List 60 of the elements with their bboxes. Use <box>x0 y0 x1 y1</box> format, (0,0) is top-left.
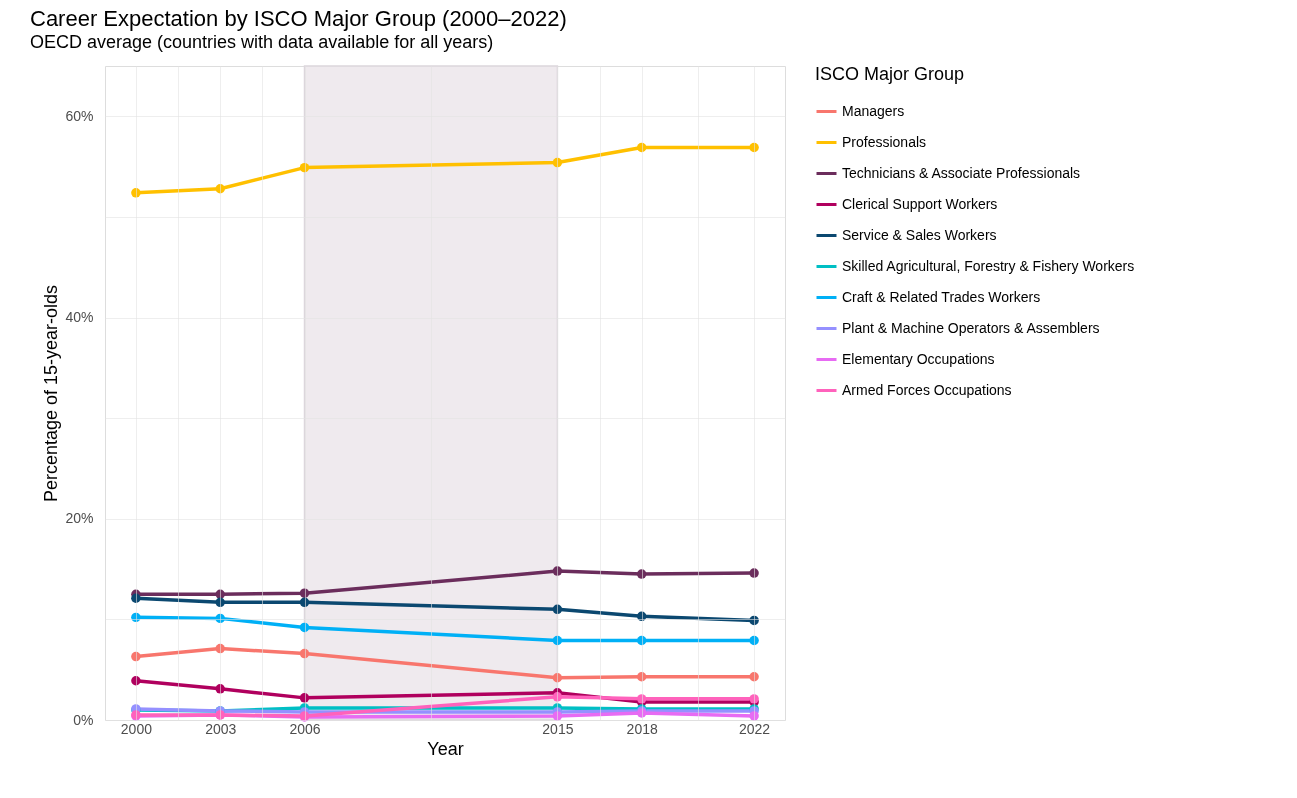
point <box>749 672 759 682</box>
point <box>299 597 310 608</box>
legend-label: Technicians & Associate Professionals <box>842 164 1081 181</box>
point <box>636 569 647 579</box>
legend-label: Professionals <box>842 133 927 150</box>
point <box>552 604 563 615</box>
point <box>552 635 563 646</box>
point <box>131 651 141 662</box>
legend-label: Clerical Support Workers <box>842 195 998 212</box>
point <box>552 692 563 702</box>
x-tick-label: 2000 <box>120 720 153 737</box>
point <box>215 597 225 608</box>
point <box>215 613 225 624</box>
legend-label: Elementary Occupations <box>842 350 995 367</box>
y-tick-label: 0% <box>73 711 94 728</box>
legend-label: Service & Sales Workers <box>842 226 997 243</box>
x-tick-label: 2003 <box>205 720 237 737</box>
point <box>299 693 310 703</box>
y-tick-label: 40% <box>65 309 94 326</box>
x-axis-title: Year <box>427 738 464 759</box>
point <box>299 648 310 659</box>
point <box>749 615 759 626</box>
x-tick-label: 2015 <box>542 720 574 737</box>
legend-label: Craft & Related Trades Workers <box>842 288 1041 305</box>
point <box>636 672 647 682</box>
legend-label: Armed Forces Occupations <box>842 381 1012 398</box>
point <box>749 568 759 578</box>
point <box>749 142 759 153</box>
point <box>552 711 563 721</box>
point <box>552 673 563 683</box>
point <box>299 162 310 173</box>
x-tick-label: 2006 <box>289 720 321 737</box>
x-tick-label: 2018 <box>626 720 658 737</box>
chart-title: Career Expectation by ISCO Major Group (2000–2022) <box>30 6 567 32</box>
point <box>636 635 647 646</box>
point <box>215 184 225 194</box>
point <box>749 635 759 646</box>
y-tick-label: 20% <box>65 510 94 527</box>
legend-label: Plant & Machine Operators & Assemblers <box>842 319 1100 336</box>
point <box>131 612 141 623</box>
chart-subtitle: OECD average (countries with data available for all years) <box>30 32 494 53</box>
point <box>299 588 310 598</box>
point <box>131 188 141 198</box>
point <box>552 157 563 168</box>
point <box>636 611 647 622</box>
y-tick-label: 60% <box>65 107 94 124</box>
point <box>299 622 310 633</box>
point <box>215 589 225 599</box>
point <box>749 711 759 721</box>
point <box>636 142 647 153</box>
legend-label: Skilled Agricultural, Forestry & Fishery Workers <box>842 257 1135 274</box>
x-tick-label: 2022 <box>739 720 771 737</box>
legend-title: ISCO Major Group <box>815 64 965 84</box>
point <box>131 593 141 603</box>
point <box>215 684 225 694</box>
point <box>131 676 141 686</box>
y-axis-title: Percentage of 15-year-olds <box>41 284 62 503</box>
point <box>215 643 225 654</box>
legend-label: Managers <box>842 102 905 119</box>
point <box>552 566 563 576</box>
